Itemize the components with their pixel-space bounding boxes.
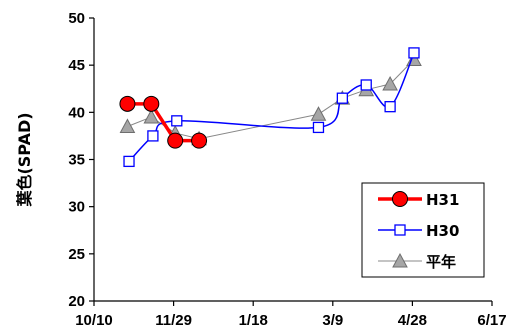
x-tick-label: 4/28 bbox=[398, 312, 427, 329]
data-point bbox=[171, 115, 183, 127]
series-circle bbox=[119, 95, 208, 149]
y-tick-label: 30 bbox=[68, 199, 85, 216]
data-point bbox=[336, 92, 349, 104]
data-point bbox=[143, 95, 160, 112]
data-point bbox=[143, 108, 160, 124]
y-tick-label: 45 bbox=[68, 57, 85, 74]
y-tick-label: 40 bbox=[68, 104, 85, 121]
legend-label: 平年 bbox=[426, 253, 456, 271]
x-tick-label: 6/17 bbox=[477, 312, 506, 329]
y-tick-label: 50 bbox=[68, 10, 85, 27]
y-tick-label: 35 bbox=[68, 152, 85, 169]
legend-item: 平年 bbox=[378, 252, 456, 271]
data-point bbox=[312, 121, 325, 134]
series-line bbox=[127, 102, 200, 143]
legend-marker bbox=[392, 252, 408, 268]
x-tick-label: 10/10 bbox=[75, 312, 113, 329]
axes: 20 25 30 35 40 45 50 10/10 11/29 1/18 3/9 4/28 6/17 bbox=[68, 10, 506, 329]
legend-marker bbox=[392, 191, 408, 207]
series-layer bbox=[119, 47, 422, 168]
data-point bbox=[408, 47, 420, 59]
data-point bbox=[119, 95, 136, 112]
x-tick-label: 11/29 bbox=[155, 312, 192, 329]
legend-item: H31 bbox=[378, 191, 459, 209]
data-point bbox=[384, 101, 396, 113]
y-axis-title: 葉色(SPAD) bbox=[15, 112, 34, 207]
x-tick-label: 1/18 bbox=[239, 312, 268, 329]
series-triangle bbox=[119, 51, 422, 146]
data-point bbox=[360, 79, 372, 91]
y-tick-label: 20 bbox=[68, 293, 85, 310]
legend-item: H30 bbox=[378, 222, 459, 240]
data-point bbox=[310, 106, 327, 121]
legend: H31 H30 平年 bbox=[361, 182, 485, 278]
legend-label: H31 bbox=[426, 191, 459, 209]
series-square bbox=[123, 47, 420, 168]
data-point bbox=[119, 118, 136, 133]
legend-marker bbox=[394, 224, 406, 236]
data-point bbox=[382, 75, 398, 91]
y-tick-label: 25 bbox=[68, 246, 85, 263]
data-point bbox=[123, 155, 135, 168]
data-point bbox=[147, 130, 159, 142]
x-tick-label: 3/9 bbox=[322, 312, 343, 329]
legend-label: H30 bbox=[426, 222, 459, 240]
data-point bbox=[191, 132, 208, 149]
data-point bbox=[167, 132, 184, 149]
